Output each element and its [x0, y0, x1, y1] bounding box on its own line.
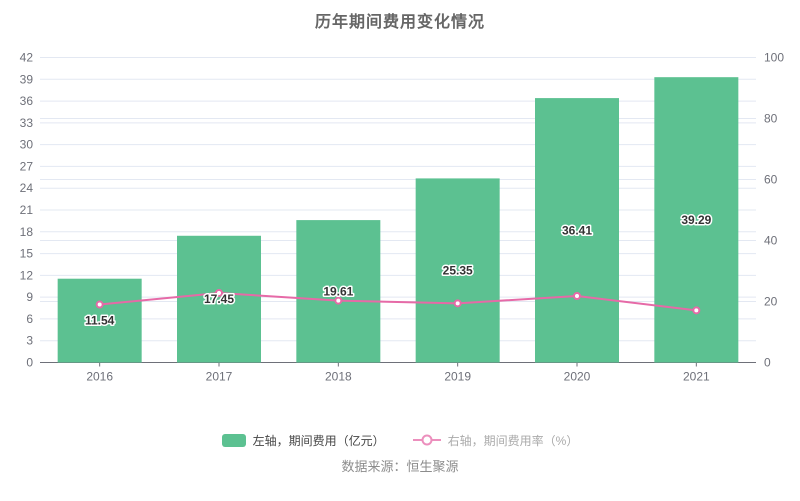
line-legend-marker-icon	[412, 439, 441, 441]
bar-2021[interactable]	[654, 77, 739, 363]
rate-point-2021[interactable]	[692, 306, 701, 315]
y-axis-label-left: 42	[20, 51, 34, 65]
y-axis-label-right: 80	[764, 112, 778, 126]
y-axis-label-left: 24	[20, 181, 34, 195]
bar-legend-label: 左轴，期间费用（亿元）	[252, 433, 385, 448]
bar-value-label-2016: 11.54	[85, 314, 115, 328]
bar-value-label-2021: 39.29	[681, 213, 711, 227]
x-axis-label-2018: 2018	[325, 370, 352, 384]
y-axis-label-left: 27	[20, 159, 34, 173]
legend-item-line[interactable]: 右轴，期间费用率（%）	[412, 432, 579, 449]
y-axis-label-right: 100	[764, 51, 784, 65]
y-axis-label-left: 9	[26, 290, 33, 304]
y-axis-label-right: 40	[764, 234, 778, 248]
rate-point-2017[interactable]	[215, 288, 223, 297]
y-axis-label-right: 60	[764, 173, 778, 187]
y-axis-label-left: 18	[20, 225, 34, 239]
bar-value-label-2020: 36.41	[562, 223, 592, 237]
y-axis-label-left: 36	[20, 94, 34, 108]
rate-point-2020[interactable]	[573, 292, 581, 301]
x-axis-label-2016: 2016	[86, 370, 113, 384]
line-legend-label: 右轴，期间费用率（%）	[447, 433, 579, 448]
y-axis-label-left: 15	[20, 247, 34, 261]
bar-2018[interactable]	[296, 220, 381, 363]
bar-value-label-2019: 25.35	[443, 263, 473, 277]
y-axis-label-right: 0	[764, 356, 771, 370]
bar-value-label-2017: 17.45	[204, 292, 234, 306]
rate-point-2018[interactable]	[334, 296, 343, 305]
bar-value-label-2018: 19.61	[323, 284, 353, 298]
x-axis-label-2017: 2017	[206, 370, 233, 384]
bar-2017[interactable]	[177, 235, 261, 363]
bar-2016[interactable]	[57, 278, 142, 363]
rate-line[interactable]	[99, 291, 697, 312]
y-axis-label-left: 33	[20, 116, 34, 130]
y-axis-label-left: 3	[26, 334, 33, 348]
data-source-note: 数据来源：恒生聚源	[341, 459, 459, 474]
bar-legend-swatch-icon	[221, 433, 246, 447]
rate-point-2019[interactable]	[453, 299, 462, 308]
x-axis-label-2021: 2021	[683, 370, 710, 384]
x-axis-label-2019: 2019	[444, 370, 471, 384]
plot-area: 0369121518212427303336394202040608010020…	[20, 51, 785, 384]
bar-2019[interactable]	[415, 178, 500, 363]
rate-point-2016[interactable]	[95, 300, 104, 309]
x-axis-label-2020: 2020	[564, 370, 591, 384]
y-axis-label-left: 21	[20, 203, 34, 217]
bar-2020[interactable]	[535, 98, 619, 363]
y-axis-label-left: 12	[20, 268, 34, 282]
y-axis-label-left: 39	[20, 72, 34, 86]
chart-title: 历年期间费用变化情况	[314, 14, 485, 31]
legend: 左轴，期间费用（亿元） 右轴，期间费用率（%）	[0, 431, 800, 449]
y-axis-label-left: 0	[26, 356, 33, 370]
y-axis-label-left: 6	[26, 312, 33, 326]
y-axis-label-left: 30	[20, 138, 34, 152]
legend-item-bar[interactable]: 左轴，期间费用（亿元）	[221, 432, 385, 449]
y-axis-label-right: 20	[764, 295, 778, 309]
